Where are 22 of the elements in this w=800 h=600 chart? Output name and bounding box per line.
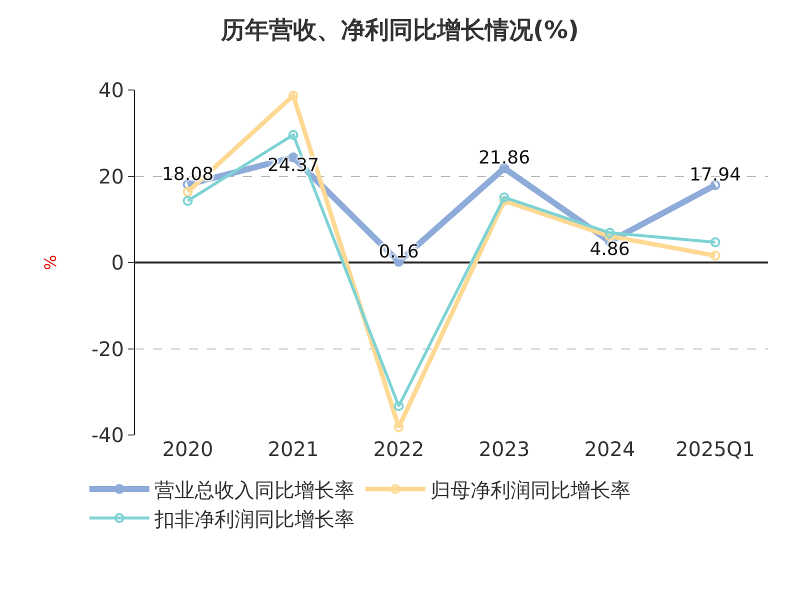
data-label: 4.86 — [590, 239, 630, 260]
y-axis-title: % — [41, 254, 60, 270]
data-label: 21.86 — [478, 148, 530, 169]
data-label: 24.37 — [267, 154, 320, 176]
x-tick-label: 2020 — [162, 437, 214, 461]
legend-label: 营业总收入同比增长率 — [154, 478, 354, 502]
y-tick-label: 0 — [111, 250, 124, 274]
x-tick-label: 2023 — [478, 437, 530, 461]
x-tick-label: 2021 — [268, 437, 319, 461]
data-label: 17.94 — [689, 164, 742, 186]
data-label: 0.16 — [378, 241, 419, 262]
data-label: 18.08 — [162, 164, 214, 186]
x-tick-label: 2024 — [584, 437, 636, 461]
y-tick-label: 20 — [98, 164, 124, 188]
legend-label: 归母净利润同比增长率 — [430, 478, 630, 502]
chart-title: 历年营收、净利同比增长情况(%) — [220, 16, 579, 44]
x-tick-label: 2022 — [373, 437, 424, 461]
legend-label: 扣非净利润同比增长率 — [153, 506, 354, 531]
y-tick-label: -20 — [91, 336, 124, 361]
x-tick-label: 2025Q1 — [676, 437, 755, 461]
y-tick-label: 40 — [98, 78, 124, 102]
y-tick-label: -40 — [91, 423, 124, 447]
